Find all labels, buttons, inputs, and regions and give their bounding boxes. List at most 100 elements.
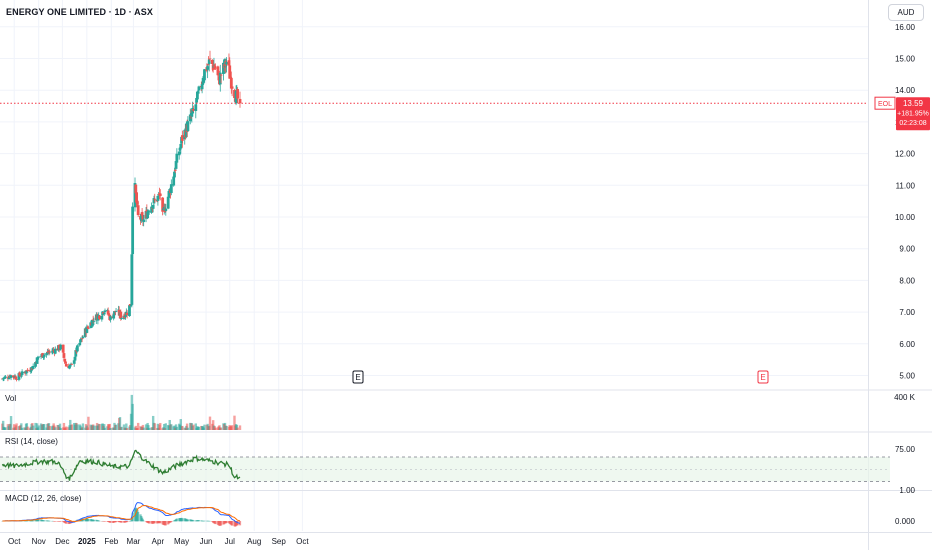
candle-body: [70, 363, 74, 365]
candle-body: [151, 204, 155, 209]
candle-body: [234, 90, 238, 104]
candle-body: [34, 362, 37, 367]
volume-bar: [170, 424, 173, 430]
macd-histogram-bar: [137, 511, 140, 522]
price-tag-countdown: 02:23:08: [899, 120, 926, 127]
candle-body: [81, 336, 85, 339]
candle-body: [90, 319, 94, 327]
candle-body: [178, 148, 182, 150]
candle-body: [169, 184, 173, 194]
price-tick-label: 11.00: [896, 181, 916, 190]
candle-body: [6, 377, 10, 379]
price-tick-label: 16.00: [895, 23, 916, 32]
volume-bar: [81, 423, 85, 430]
volume-bar: [211, 420, 215, 430]
signal-line: [2, 505, 241, 523]
macd-histogram-bar: [92, 519, 96, 522]
axes: 5.006.007.008.009.0010.0011.0012.0013.00…: [8, 23, 916, 546]
macd-histogram-bar: [225, 521, 228, 524]
macd-histogram-bar: [214, 521, 217, 525]
candle-body: [18, 372, 22, 376]
rsi-tick-label: 75.00: [895, 445, 916, 454]
candle-body: [15, 378, 18, 380]
candle-body: [227, 60, 231, 66]
volume-bar: [92, 425, 96, 430]
rsi-series: [0, 449, 890, 482]
candle-body: [41, 353, 45, 358]
candle-body: [106, 310, 110, 315]
macd-histogram-bar: [186, 519, 190, 522]
candle-body: [195, 91, 199, 100]
currency-button[interactable]: AUD: [888, 4, 924, 21]
macd-histogram-bar: [26, 520, 29, 522]
candle-body: [14, 376, 18, 379]
volume-bar: [141, 424, 145, 430]
candle-body: [42, 356, 45, 358]
candle-body: [19, 375, 22, 377]
volume-bar: [238, 425, 242, 430]
candle-body: [190, 113, 194, 117]
time-tick-label: Feb: [104, 537, 118, 546]
candle-body: [125, 312, 129, 315]
macd-histogram-bar: [170, 521, 173, 522]
volume-bar: [219, 427, 223, 430]
candle-body: [91, 319, 95, 321]
candle-body: [229, 77, 233, 89]
candle-body: [213, 65, 217, 69]
volume-bar: [1, 420, 5, 430]
candle-body: [42, 354, 46, 357]
time-tick-label: 2025: [78, 537, 96, 546]
macd-histogram-bar: [141, 519, 144, 522]
candle-body: [75, 345, 79, 352]
macd-tick-label: 0.000: [895, 517, 916, 526]
price-tag-value: 13.59: [903, 99, 924, 108]
candle-body: [20, 371, 24, 375]
candle-body: [113, 311, 116, 316]
candle-body: [72, 360, 76, 364]
candle-body: [233, 90, 236, 99]
volume-bar: [109, 428, 112, 430]
macd-histogram-bar: [164, 521, 167, 526]
candle-body: [97, 314, 101, 316]
candle-body: [128, 305, 131, 317]
candle-body: [74, 350, 78, 357]
volume-bar: [131, 403, 134, 430]
macd-histogram-bar: [32, 520, 35, 522]
candle-body: [158, 193, 162, 197]
candle-body: [92, 320, 96, 322]
candle-body: [79, 339, 83, 340]
price-tick-label: 14.00: [895, 86, 916, 95]
price-tick-label: 5.00: [899, 372, 915, 381]
volume-bar: [125, 423, 128, 430]
volume-bar: [147, 425, 150, 430]
volume-bar: [37, 425, 40, 430]
volume-bar: [4, 427, 7, 430]
earnings-marker: [757, 370, 769, 384]
candle-body: [9, 375, 13, 378]
candle-body: [217, 74, 221, 76]
volume-bar: [108, 423, 111, 430]
volume-bar: [225, 425, 228, 430]
volume-bar: [34, 422, 37, 430]
candle-body: [194, 104, 198, 111]
candle-body: [105, 309, 109, 311]
volume-bar: [48, 426, 51, 430]
macd-histogram-bar: [231, 521, 234, 526]
candle-body: [68, 364, 72, 366]
candle-body: [29, 371, 33, 373]
volume-bar: [214, 427, 217, 430]
volume-bar: [185, 423, 189, 430]
volume-bar: [192, 424, 195, 430]
macd-histogram-bar: [197, 520, 201, 522]
candle-body: [109, 316, 112, 320]
volume-bar: [76, 424, 79, 430]
volume-bar: [163, 423, 166, 430]
macd-series: [1, 502, 242, 527]
price-tick-label: 7.00: [899, 308, 915, 317]
candle-body: [68, 365, 71, 369]
rsi-tick-label: 1.00: [899, 486, 915, 495]
candle-body: [131, 206, 135, 255]
